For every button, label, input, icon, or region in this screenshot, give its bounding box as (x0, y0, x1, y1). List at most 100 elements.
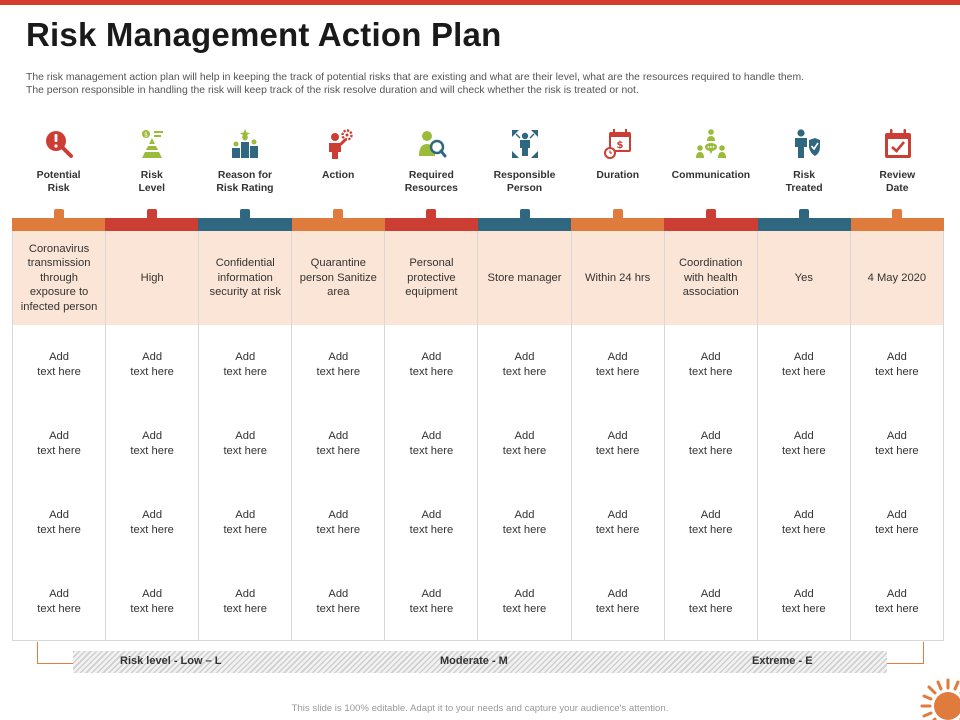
placeholder-line: Add (607, 351, 628, 363)
value-cell: Coronavirus transmission through exposur… (13, 231, 106, 325)
placeholder-line: text here (37, 602, 81, 615)
legend-extreme: Extreme - E (752, 655, 813, 667)
placeholder-cell: Add text here (665, 483, 757, 562)
placeholder-line: text here (782, 365, 826, 378)
placeholder-cell: Add text here (478, 562, 570, 641)
placeholder-line: Add (328, 430, 349, 442)
placeholder-cell: Add text here (106, 325, 198, 404)
placeholder-line: text here (782, 523, 826, 536)
person-search-icon (418, 131, 447, 158)
placeholder-line: Add (793, 351, 814, 363)
placeholder-line: text here (782, 444, 826, 457)
placeholder-line: Add (49, 588, 69, 600)
placeholder-line: text here (223, 523, 267, 536)
placeholder-cell: Add text here (758, 404, 850, 483)
value-cell: High (106, 231, 199, 325)
table-column: Coordination with health association Add t… (664, 231, 758, 641)
action-plan-table: Coronavirus transmission through exposur… (12, 218, 944, 641)
value-cell: 4 May 2020 (850, 231, 943, 325)
placeholder-line: Add (886, 430, 907, 442)
placeholder-line: text here (409, 602, 454, 615)
calendar-clock-icon: $ (604, 129, 632, 159)
placeholder-cell: Add text here (665, 562, 757, 641)
placeholder-cell: Add text here (385, 483, 477, 562)
placeholder-line: text here (875, 365, 919, 378)
placeholder-line: text here (595, 444, 640, 457)
placeholder-line: text here (875, 444, 919, 457)
header-review-date: Review Date (851, 124, 944, 220)
placeholder-line: text here (875, 602, 919, 615)
table-column: Within 24 hrs Add text here Add text here Add… (571, 231, 665, 641)
placeholder-line: text here (37, 444, 81, 457)
placeholder-line: text here (688, 365, 733, 378)
podium-icon (232, 129, 259, 158)
placeholder-line: Add (700, 509, 721, 521)
placeholder-line: Add (49, 430, 69, 442)
value-cell: Quarantine person Sanitize area (292, 231, 385, 325)
placeholder-cell: Add text here (572, 483, 664, 562)
placeholder-cell: Add text here (292, 404, 384, 483)
placeholder-cell: Add text here (758, 325, 850, 404)
placeholder-cell: Add text here (199, 325, 291, 404)
placeholder-line: Add (514, 430, 535, 442)
placeholder-cell: Add text here (106, 483, 198, 562)
table-column: Quarantine person Sanitize area Add text h… (292, 231, 386, 640)
placeholder-line: text here (409, 365, 454, 378)
header-label: Required Resources (404, 170, 458, 194)
strip-segment (198, 218, 292, 231)
placeholder-line: text here (130, 444, 174, 457)
placeholder-cell: Add text here (851, 325, 943, 404)
placeholder-line: Add (700, 430, 721, 442)
placeholder-cell: Add text here (851, 404, 943, 483)
placeholder-line: Add (142, 351, 163, 363)
placeholder-line: text here (875, 523, 919, 536)
placeholder-line: text here (595, 365, 640, 378)
strip-segment (850, 218, 944, 231)
placeholder-line: text here (316, 523, 361, 536)
table-column: Confidential information security at ris… (199, 231, 293, 640)
value-cell: Coordination with health association (664, 231, 757, 325)
placeholder-cell: Add text here (478, 404, 570, 483)
column-marker (705, 209, 716, 219)
column-marker (333, 209, 344, 219)
svg-text:$: $ (144, 132, 148, 139)
column-marker (146, 209, 157, 219)
column-marker (612, 209, 623, 219)
placeholder-line: text here (316, 602, 361, 615)
placeholder-cell: Add text here (292, 325, 384, 404)
placeholder-cell: Add text here (758, 483, 850, 562)
placeholder-line: text here (595, 523, 640, 536)
footer-note: This slide is 100% editable. Adapt it to… (291, 703, 669, 714)
header-risk-level: $ Risk Level (105, 124, 198, 220)
placeholder-line: text here (502, 444, 547, 457)
header-label: Review Date (879, 170, 916, 194)
placeholder-line: text here (502, 365, 547, 378)
header-required-resources: Required Resources (385, 124, 478, 220)
header-label: Communication (671, 170, 751, 181)
placeholder-line: Add (700, 351, 721, 363)
table-column: Coronavirus transmission through exposur… (13, 231, 107, 640)
table-color-strip (12, 218, 944, 231)
placeholder-cell: Add text here (572, 562, 664, 641)
placeholder-cell: Add text here (478, 483, 570, 562)
legend-low: Risk level - Low – L (120, 655, 222, 667)
top-accent-bar (0, 0, 960, 5)
placeholder-cell: Add text here (199, 483, 291, 562)
column-marker (519, 209, 530, 219)
table-column: Personal protective equipment Add text her… (385, 231, 479, 640)
placeholder-line: Add (514, 588, 535, 600)
value-cell: Store manager (478, 231, 571, 325)
strip-segment (571, 218, 665, 231)
intro-text: The risk management action plan will hel… (26, 71, 946, 97)
placeholder-line: Add (886, 509, 907, 521)
placeholder-line: Add (49, 351, 69, 363)
person-target-icon (511, 130, 538, 158)
placeholder-line: Add (328, 588, 349, 600)
placeholder-line: Add (235, 509, 256, 521)
placeholder-line: Add (49, 509, 69, 521)
placeholder-line: text here (502, 523, 547, 536)
placeholder-line: Add (607, 588, 628, 600)
header-action: Action (292, 124, 385, 220)
placeholder-cell: Add text here (106, 404, 198, 483)
value-cell: Yes (757, 231, 850, 325)
